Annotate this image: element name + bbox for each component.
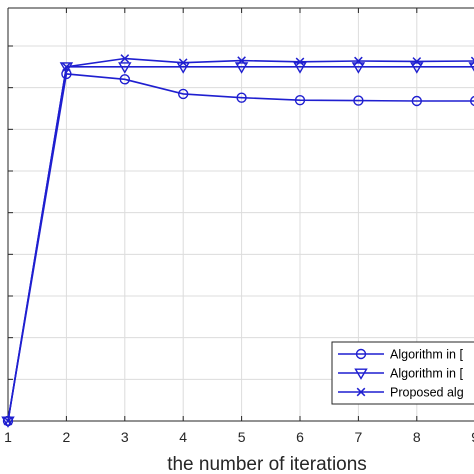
legend: Algorithm in [ Algorithm in [ Proposed alg [331,341,474,405]
data-point [178,58,188,67]
marker-stroke [356,387,366,397]
marker-stroke [120,54,130,63]
legend-box [331,341,474,405]
data-point [293,62,307,74]
series-2 [1,62,474,428]
marker-stroke [295,57,305,67]
marker-stroke [178,58,188,67]
legend-entry-label: Algorithm in [ [390,367,463,381]
data-point [119,74,131,85]
data-point [470,56,474,66]
data-point [236,92,247,103]
x-tick-label: 8 [413,429,421,445]
legend-entry-label: Proposed alg [390,386,464,400]
data-point [470,95,474,107]
data-point [120,54,130,63]
legend-marker [356,387,366,397]
data-point [294,94,306,106]
data-point [354,56,363,66]
x-axis-label: the number of iterations [167,454,367,474]
axes: 1 2 3 4 5 6 7 8 9 [4,7,474,445]
marker-stroke [237,56,246,65]
data-point [62,62,71,72]
x-tick-label: 5 [238,429,246,445]
x-tick-label: 6 [296,429,304,445]
series-3 [3,54,474,426]
series-line [7,66,474,422]
marker-stroke [62,62,71,72]
marker-stroke [3,416,13,426]
x-tick-label: 1 [4,429,12,445]
legend-entry-label: Algorithm in [ [390,348,463,362]
data-point [234,62,249,74]
data-point [237,56,246,65]
marker-stroke [412,57,422,66]
x-tick-label: 9 [471,429,474,445]
marker-stroke [470,61,474,66]
x-tick-label: 2 [63,429,71,445]
series-line [7,73,474,422]
marker-stroke [354,56,363,66]
data-point [295,57,305,67]
x-tick-label: 7 [355,429,363,445]
data-point [410,62,424,74]
series-line [7,57,474,422]
marker-stroke [470,56,474,61]
data-point [411,95,422,107]
data-point [59,62,74,74]
data-point [468,62,474,72]
x-tick-label: 4 [179,429,187,445]
legend-marker [354,368,368,380]
data-point [118,62,132,74]
series-layer [1,54,474,428]
data-point [177,88,189,100]
x-tick-label: 3 [121,429,129,445]
data-point [353,95,364,106]
data-point [3,416,13,426]
data-point [351,62,366,74]
data-point [412,57,422,66]
legend-marker [355,348,367,360]
